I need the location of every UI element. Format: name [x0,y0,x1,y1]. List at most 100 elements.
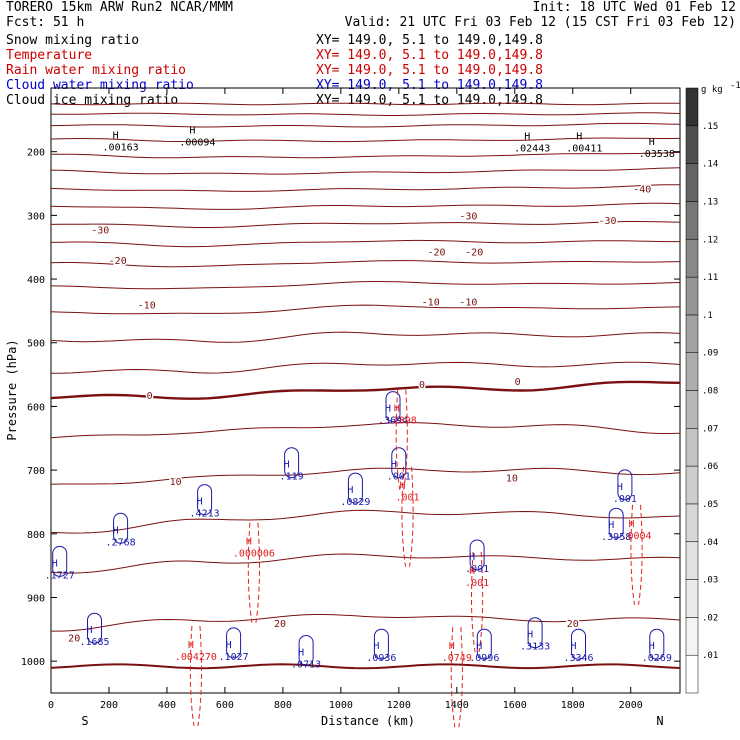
colorbar-tick-label: .04 [702,538,718,548]
high-marker: H [188,640,194,651]
colorbar-swatch [685,163,699,202]
cloud-water-contour [527,617,543,649]
y-tick-label: 400 [27,275,45,286]
field-name: Cloud water mixing ratio [6,78,194,93]
temperature-label: -30 [91,225,109,236]
valid-time: Valid: 21 UTC Fri 03 Feb 12 (15 CST Fri … [344,15,736,30]
x-tick-label: 1200 [387,700,411,711]
colorbar-swatch [685,428,699,467]
high-marker: H [87,625,93,636]
cloud-water-contour [617,469,633,501]
temperature-label: -20 [109,256,127,267]
y-tick-label: 800 [27,530,45,541]
colorbar-tick-label: .02 [702,613,718,623]
high-marker: H [246,537,252,548]
high-value-label: .1027 [219,652,249,663]
high-value-label: .00163 [103,142,139,153]
temperature-isotherm [51,614,681,632]
high-value-label: .0713 [291,660,321,671]
temperature-label: -20 [465,248,483,259]
rain-contour [395,389,408,490]
colorbar-tick-label: .06 [702,462,718,472]
cloud-water-contour [87,612,102,644]
cloud-water-contour [113,512,129,544]
x-tick-label: 1000 [329,700,353,711]
temperature-label: 10 [170,477,182,488]
high-value-label: .02443 [514,144,550,155]
temperature-label: -30 [459,211,477,222]
rain-contour [630,504,643,605]
colorbar-tick-label: .03 [702,576,718,586]
high-value-label: .3694 [378,416,408,427]
colorbar-tick-label: .01 [702,651,718,661]
temperature-isotherm [50,102,681,106]
colorbar-tick-label: .13 [702,197,718,207]
temperature-isotherm [50,239,680,248]
colorbar-tick-label: .1 [702,311,713,321]
y-tick-label: 200 [27,148,45,159]
colorbar-unit: g kg [701,85,723,95]
high-value-label: .0749 [442,653,472,664]
cloud-water-contour [298,635,314,666]
colorbar-tick-label: .09 [702,349,718,359]
high-value-label: .1685 [79,637,109,648]
cloud-water-contour [649,628,665,660]
temperature-isotherm [50,202,681,210]
high-value-label: .001 [613,494,637,505]
temperature-isotherm [50,167,681,175]
high-value-label: .119 [280,472,304,483]
high-marker: H [385,404,391,415]
run-title: TORERO 15km ARW Run2 NCAR/MMM [6,0,233,15]
x-tick-label: 1400 [445,700,469,711]
field-name: Snow mixing ratio [6,33,140,48]
cloud-water-contour [469,539,485,571]
rain-contour [471,551,484,653]
cloud-water-contour [197,484,213,516]
temperature-label: 0 [419,380,425,391]
field-xy-range: XY= 149.0, 5.1 to 149.0,149.8 [316,48,543,63]
temperature-isotherm [50,304,681,315]
contour-labels: H.00163H.00094H.02443H.00411H.03538H.369… [45,125,675,670]
south-label: S [81,714,88,728]
high-value-label: .00094 [179,137,215,148]
colorbar-swatch [685,390,699,429]
colorbar-tick-label: .15 [702,122,718,132]
x-axis-label: Distance (km) [321,714,415,728]
axes: 0 200 400 600 800 1000 1200 1400 1600 1800 2000200… [21,88,680,711]
high-marker: H [347,485,353,496]
high-value-label: .000006 [233,549,275,560]
colorbar-swatch [685,87,699,127]
colorbar-swatch [685,276,699,316]
colorbar-tick-label: .12 [702,235,718,245]
cloud-water-contour [347,472,363,504]
x-tick-label: 1600 [503,700,527,711]
cloud-water-contour [391,447,407,479]
high-marker: H [298,648,304,659]
high-value-label: .001 [465,564,489,575]
colorbar-swatch [685,201,699,240]
high-value-label: .4213 [190,509,220,520]
high-marker: H [226,640,232,651]
cloud-water-contour [385,391,401,423]
cloud-water-contour [284,447,300,479]
high-value-label: .0936 [366,653,396,664]
temperature-isotherm [50,184,680,192]
colorbar-tick-label: .05 [702,500,718,510]
high-marker: H [197,497,203,508]
high-value-label: .0996 [469,653,499,664]
high-value-label: .001 [465,578,489,589]
field-xy-range: XY= 149.0, 5.1 to 149.0,149.8 [316,78,543,93]
high-marker: H [394,404,400,415]
high-marker: H [189,125,195,136]
north-label: N [656,714,663,728]
rain-contours [189,389,643,728]
temperature-isotherm [50,663,681,670]
cloud-water-contour [373,628,389,660]
cloud-water-contour [226,627,242,659]
high-value-label: .00411 [566,144,602,155]
high-marker: H [373,641,379,652]
high-value-label: .001 [395,493,419,504]
cloud-water-contour [52,545,68,577]
x-tick-label: 2000 [619,700,643,711]
colorbar-swatch [685,617,699,656]
